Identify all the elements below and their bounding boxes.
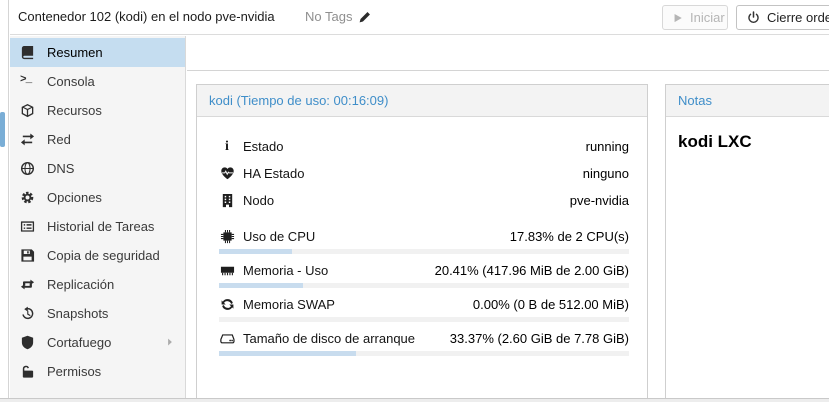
status-row: Memoria SWAP 0.00% (0 B de 512.00 MiB) [219,293,629,322]
memory-usage-bar [219,283,629,288]
shutdown-button[interactable]: Cierre ordenado [736,5,829,30]
floppy-icon [20,248,35,263]
shield-icon [20,335,35,350]
disk-usage-bar [219,351,629,356]
sidebar-item-opciones[interactable]: Opciones [10,183,185,212]
sidebar-item-recursos[interactable]: Recursos [10,96,185,125]
sidebar-item-cortafuego[interactable]: Cortafuego [10,328,185,357]
status-row: HA Estado ninguno [219,162,629,184]
globe-icon [20,161,35,176]
shutdown-button-label: Cierre ordenado [767,10,829,25]
sidebar-item-label: Cortafuego [47,335,112,350]
task-list-icon [20,219,35,234]
sidebar-item-resumen[interactable]: Resumen [10,38,185,67]
sidebar-item-permisos[interactable]: Permisos [10,357,185,386]
sidebar-item-historial-de-tareas[interactable]: Historial de Tareas [10,212,185,241]
bottom-panel-edge [0,398,829,402]
gear-icon [20,190,35,205]
book-icon [20,45,35,60]
status-label: Memoria - Uso [243,262,329,278]
sidebar-item-dns[interactable]: DNS [10,154,185,183]
status-value: 20.41% (417.96 MiB de 2.00 GiB) [434,262,629,278]
header-bar: Contenedor 102 (kodi) en el nodo pve-nvi… [10,0,829,35]
sidebar-item-label: Copia de seguridad [47,248,160,263]
exchange-icon [20,132,35,147]
memory-icon [219,263,235,278]
cpu-usage-bar [219,249,629,254]
sidebar-menu: Resumen >_ Consola Recursos Red DNS Opci… [10,36,186,402]
page-title: Contenedor 102 (kodi) en el nodo pve-nvi… [18,9,275,24]
status-row: Nodo pve-nvidia [219,189,629,211]
content-area: kodi (Tiempo de uso: 00:16:09) i Estado … [187,36,829,402]
notes-panel-title: Notas [666,85,829,117]
sidebar-item-label: Permisos [47,364,102,379]
tags-label: No Tags [305,9,353,24]
content-toolbar [187,36,829,71]
chevron-right-icon[interactable] [165,337,175,347]
notes-panel: Notas kodi LXC [665,84,829,402]
sidebar-item-label: Recursos [47,103,102,118]
status-row: i Estado running [219,135,629,157]
sidebar-item-red[interactable]: Red [10,125,185,154]
swap-usage-bar [219,317,629,322]
terminal-icon: >_ [20,74,32,86]
cube-icon [20,103,35,118]
status-label: HA Estado [243,165,305,181]
play-icon [674,13,682,22]
status-value: 0.00% (0 B de 512.00 MiB) [472,296,629,312]
status-label: Estado [243,138,284,154]
sidebar-item-snapshots[interactable]: Snapshots [10,299,185,328]
power-icon [748,11,759,23]
sidebar-item-consola[interactable]: >_ Consola [10,67,185,96]
pencil-icon [360,11,371,22]
status-value: pve-nvidia [569,192,629,208]
sidebar-item-label: Resumen [47,45,103,60]
status-label: Uso de CPU [243,228,316,244]
history-icon [20,306,35,321]
sidebar-item-label: Opciones [47,190,102,205]
status-row: Memoria - Uso 20.41% (417.96 MiB de 2.00… [219,259,629,288]
notes-content[interactable]: kodi LXC [678,132,752,151]
resource-tree-edge [0,0,9,402]
sidebar-item-label: Replicación [47,277,115,292]
status-row: Tamaño de disco de arranque 33.37% (2.60… [219,327,629,356]
info-icon: i [225,138,229,154]
start-button-label: Iniciar [690,10,725,25]
sidebar-item-replicacion[interactable]: Replicación [10,270,185,299]
status-panel: kodi (Tiempo de uso: 00:16:09) i Estado … [196,84,648,402]
status-label: Tamaño de disco de arranque [243,330,416,346]
status-label: Nodo [243,192,275,208]
status-value: running [585,138,629,154]
unlock-icon [20,364,35,379]
tree-scrollbar-thumb[interactable] [0,112,5,147]
sidebar-item-label: Historial de Tareas [47,219,155,234]
status-value: 33.37% (2.60 GiB de 7.78 GiB) [449,330,629,346]
status-value: ninguno [582,165,629,181]
sidebar-item-copia-de-seguridad[interactable]: Copia de seguridad [10,241,185,270]
sidebar-item-label: Snapshots [47,306,109,321]
tags-editor[interactable]: No Tags [305,0,371,34]
cpu-icon [219,229,235,244]
status-panel-title: kodi (Tiempo de uso: 00:16:09) [197,85,647,117]
building-icon [219,193,235,208]
heartbeat-icon [219,166,235,181]
status-row: Uso de CPU 17.83% de 2 CPU(s) [219,225,629,254]
swap-refresh-icon [219,297,235,312]
retweet-icon [20,277,35,292]
status-value: 17.83% de 2 CPU(s) [509,228,629,244]
sidebar-item-label: Consola [47,74,95,89]
disk-icon [219,331,235,346]
sidebar-item-label: Red [47,132,71,147]
start-button[interactable]: Iniciar [662,5,728,30]
sidebar-item-label: DNS [47,161,75,176]
status-label: Memoria SWAP [243,296,335,312]
